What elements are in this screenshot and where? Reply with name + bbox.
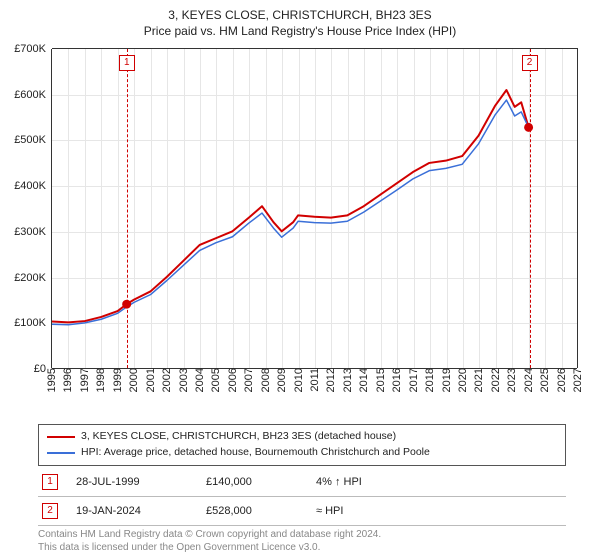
title-subtitle: Price paid vs. HM Land Registry's House … bbox=[0, 24, 600, 40]
footer-line2: This data is licensed under the Open Gov… bbox=[38, 541, 381, 554]
event-row-marker: 1 bbox=[42, 474, 58, 490]
legend-row: HPI: Average price, detached house, Bour… bbox=[47, 445, 557, 461]
x-tick-label: 2006 bbox=[227, 368, 239, 398]
x-tick-label: 1997 bbox=[79, 368, 91, 398]
x-tick-label: 1996 bbox=[62, 368, 74, 398]
chart-area: 12 £0£100K£200K£300K£400K£500K£600K£700K… bbox=[52, 48, 578, 368]
x-tick-label: 2018 bbox=[424, 368, 436, 398]
event-price: £140,000 bbox=[206, 476, 316, 488]
y-tick-label: £400K bbox=[14, 180, 52, 192]
x-tick-label: 2007 bbox=[243, 368, 255, 398]
legend-row: 3, KEYES CLOSE, CHRISTCHURCH, BH23 3ES (… bbox=[47, 429, 557, 445]
x-tick-label: 2001 bbox=[145, 368, 157, 398]
x-tick-label: 2002 bbox=[161, 368, 173, 398]
x-tick-label: 2000 bbox=[128, 368, 140, 398]
x-tick-label: 1998 bbox=[95, 368, 107, 398]
x-tick-label: 2013 bbox=[342, 368, 354, 398]
event-delta: 4% ↑ HPI bbox=[316, 476, 562, 488]
event-row: 1 28-JUL-1999£140,0004% ↑ HPI bbox=[38, 468, 566, 497]
chart-container: 3, KEYES CLOSE, CHRISTCHURCH, BH23 3ES P… bbox=[0, 0, 600, 560]
x-tick-label: 2024 bbox=[523, 368, 535, 398]
x-tick-label: 1999 bbox=[112, 368, 124, 398]
event-row: 2 19-JAN-2024£528,000≈ HPI bbox=[38, 497, 566, 526]
x-tick-label: 2017 bbox=[408, 368, 420, 398]
x-tick-label: 2011 bbox=[309, 368, 321, 398]
x-tick-label: 2019 bbox=[441, 368, 453, 398]
x-tick-label: 2010 bbox=[293, 368, 305, 398]
legend-swatch bbox=[47, 452, 75, 454]
x-tick-label: 2009 bbox=[276, 368, 288, 398]
event-date: 19-JAN-2024 bbox=[76, 505, 206, 517]
event-delta: ≈ HPI bbox=[316, 505, 562, 517]
y-tick-label: £500K bbox=[14, 134, 52, 146]
x-tick-label: 2003 bbox=[178, 368, 190, 398]
x-tick-label: 1995 bbox=[46, 368, 58, 398]
xtick-layer: 1995199619971998199920002001200220032004… bbox=[52, 49, 577, 368]
title-address: 3, KEYES CLOSE, CHRISTCHURCH, BH23 3ES bbox=[0, 8, 600, 24]
legend-swatch bbox=[47, 436, 75, 438]
x-tick-label: 2012 bbox=[325, 368, 337, 398]
x-tick-label: 2014 bbox=[358, 368, 370, 398]
x-tick-label: 2027 bbox=[572, 368, 584, 398]
footer: Contains HM Land Registry data © Crown c… bbox=[38, 528, 381, 554]
legend-label: 3, KEYES CLOSE, CHRISTCHURCH, BH23 3ES (… bbox=[81, 429, 396, 445]
x-tick-label: 2025 bbox=[539, 368, 551, 398]
x-tick-label: 2008 bbox=[260, 368, 272, 398]
event-date: 28-JUL-1999 bbox=[76, 476, 206, 488]
legend: 3, KEYES CLOSE, CHRISTCHURCH, BH23 3ES (… bbox=[38, 424, 566, 466]
y-tick-label: £700K bbox=[14, 43, 52, 55]
footer-line1: Contains HM Land Registry data © Crown c… bbox=[38, 528, 381, 541]
legend-label: HPI: Average price, detached house, Bour… bbox=[81, 445, 430, 461]
title-block: 3, KEYES CLOSE, CHRISTCHURCH, BH23 3ES P… bbox=[0, 0, 600, 39]
x-tick-label: 2020 bbox=[457, 368, 469, 398]
event-row-marker: 2 bbox=[42, 503, 58, 519]
y-tick-label: £600K bbox=[14, 89, 52, 101]
x-tick-label: 2021 bbox=[473, 368, 485, 398]
x-tick-label: 2015 bbox=[375, 368, 387, 398]
event-price: £528,000 bbox=[206, 505, 316, 517]
x-tick-label: 2022 bbox=[490, 368, 502, 398]
x-tick-label: 2004 bbox=[194, 368, 206, 398]
y-tick-label: £100K bbox=[14, 317, 52, 329]
x-tick-label: 2016 bbox=[391, 368, 403, 398]
y-tick-label: £200K bbox=[14, 272, 52, 284]
x-tick-label: 2005 bbox=[210, 368, 222, 398]
y-tick-label: £300K bbox=[14, 226, 52, 238]
x-tick-label: 2023 bbox=[506, 368, 518, 398]
events-table: 1 28-JUL-1999£140,0004% ↑ HPI 2 19-JAN-2024… bbox=[38, 468, 566, 526]
x-tick-label: 2026 bbox=[556, 368, 568, 398]
